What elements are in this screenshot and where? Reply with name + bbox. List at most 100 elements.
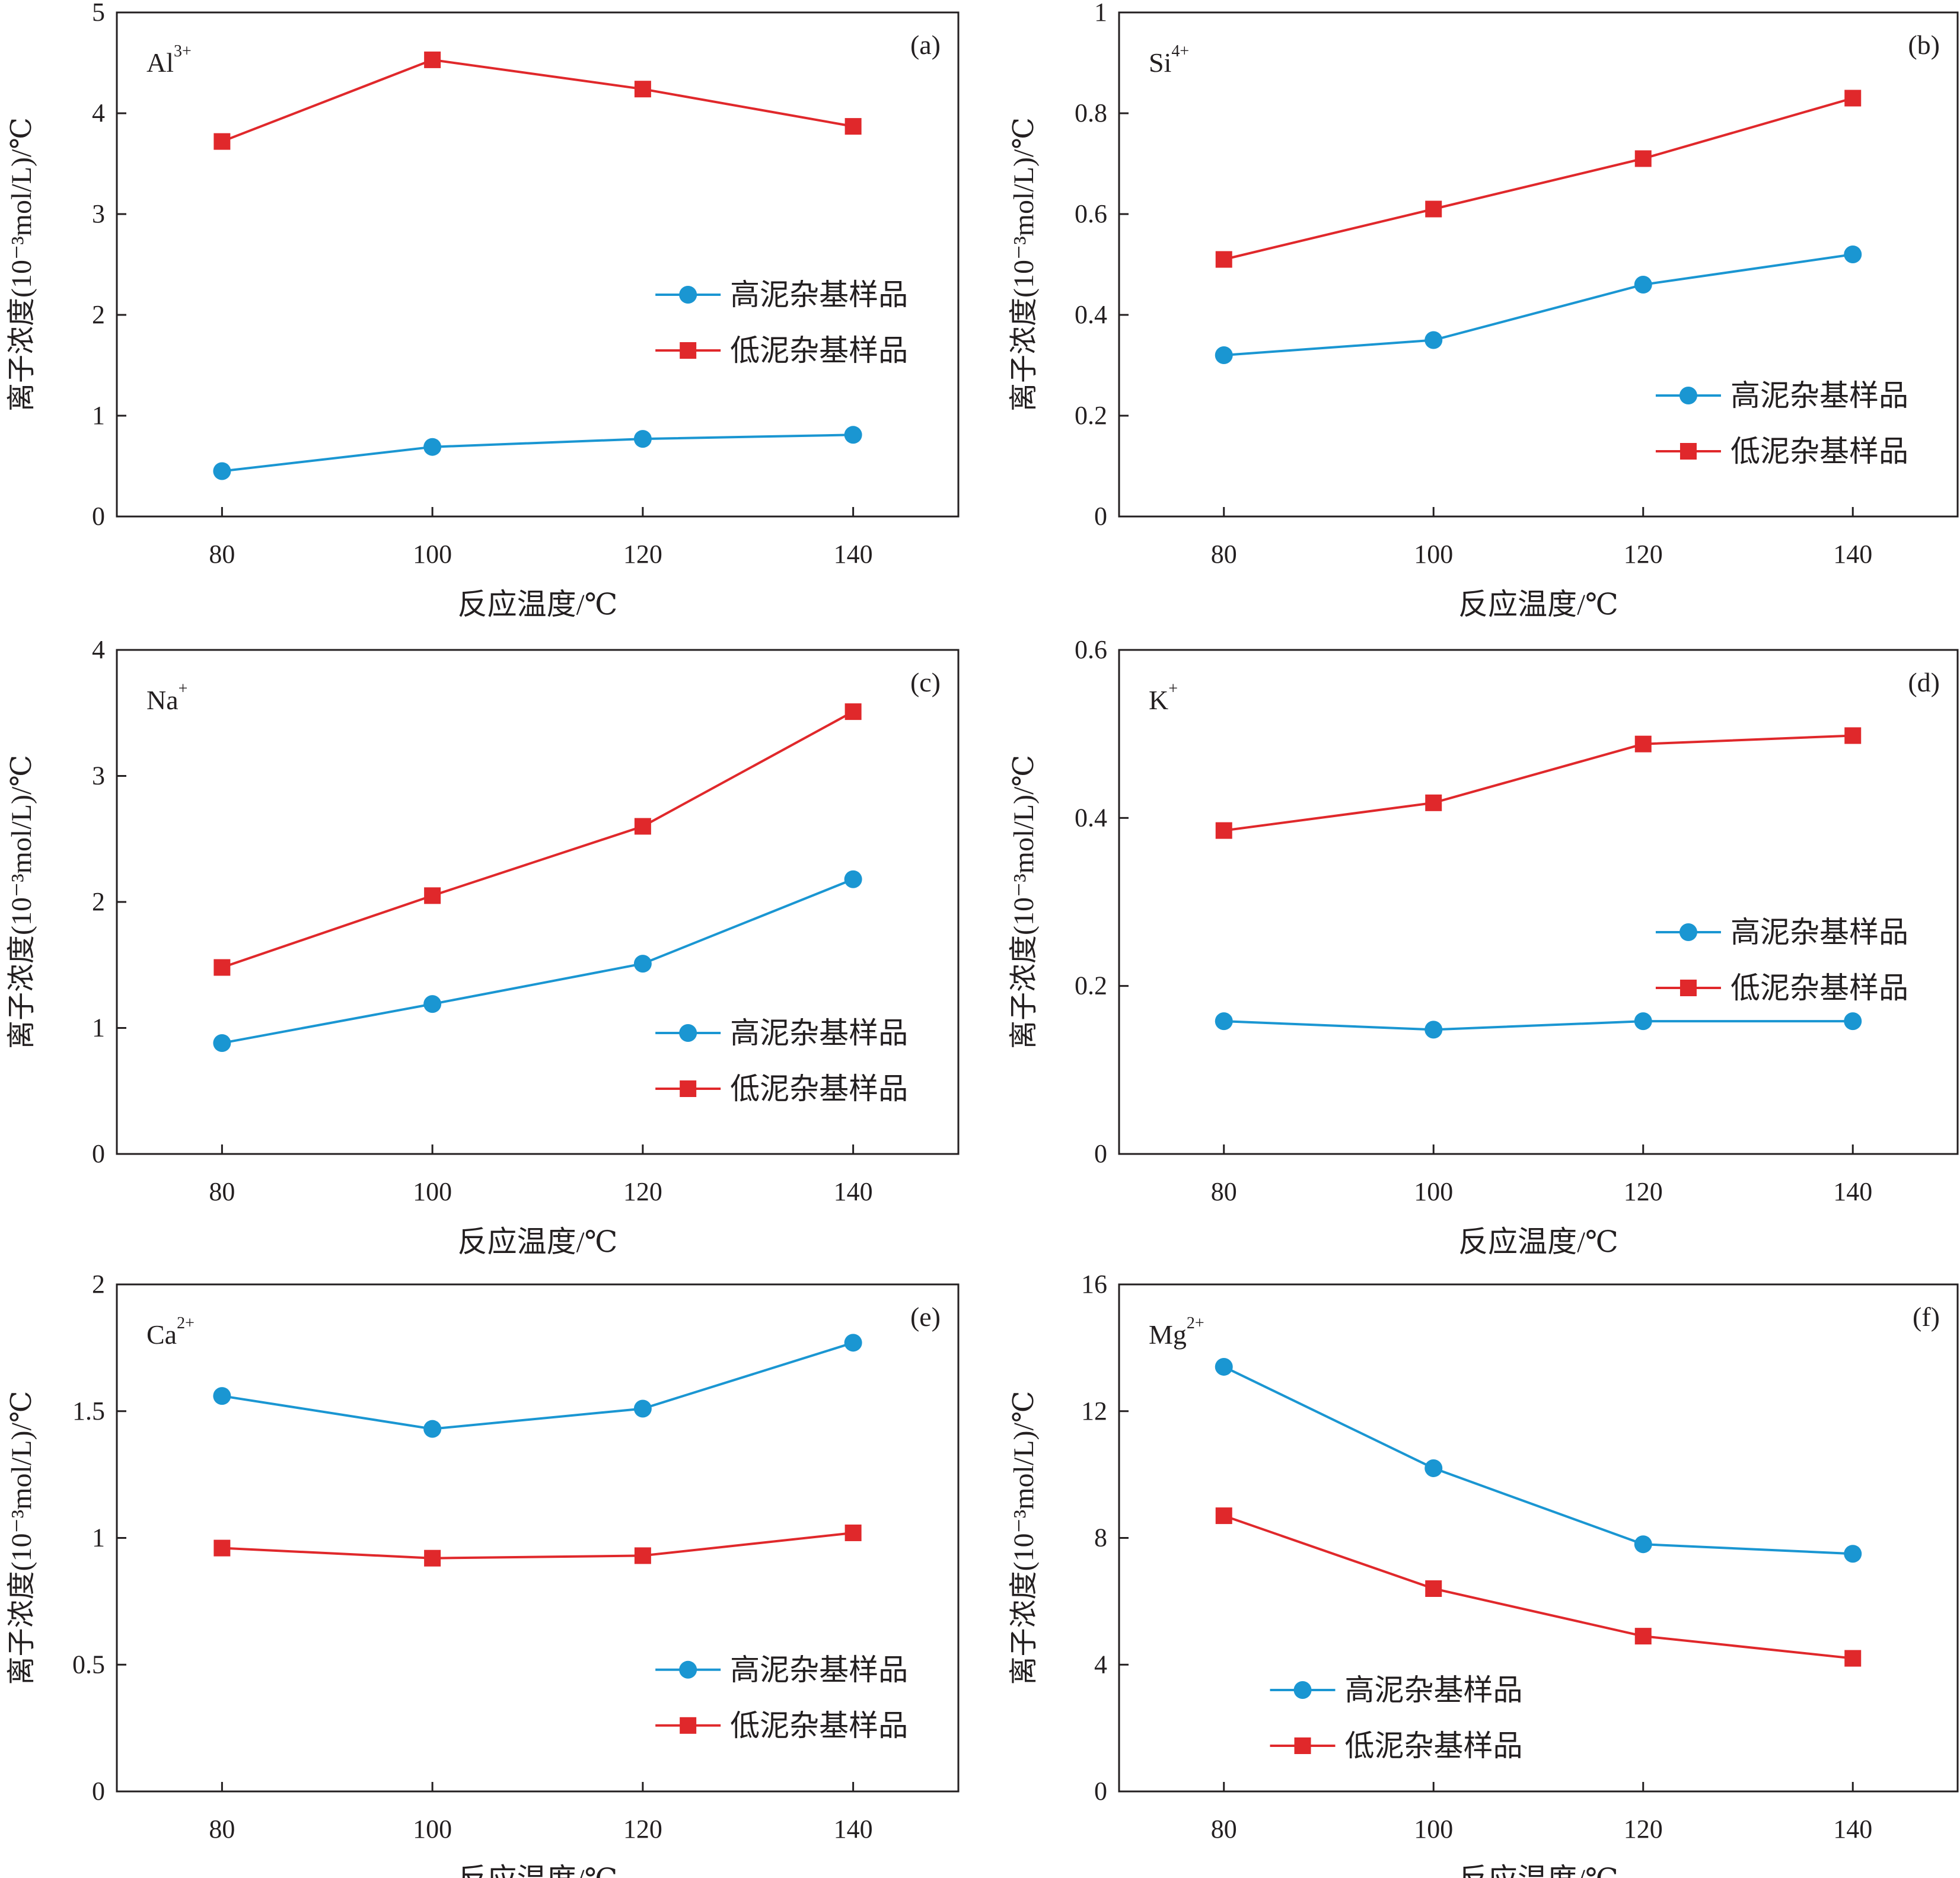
ion-symbol: Mg bbox=[1149, 1319, 1187, 1350]
data-point bbox=[1844, 245, 1862, 263]
y-tick-label: 5 bbox=[92, 0, 105, 27]
y-axis-title: 离子浓度(10⁻³mol/L)/℃ bbox=[6, 755, 37, 1049]
data-point bbox=[424, 1549, 441, 1567]
data-point bbox=[1424, 1459, 1443, 1477]
legend-marker bbox=[1679, 980, 1697, 996]
x-axis-title: 反应温度/℃ bbox=[1458, 1225, 1618, 1258]
data-point bbox=[1634, 735, 1652, 753]
panel-label: (d) bbox=[1908, 667, 1940, 697]
panel-label: (b) bbox=[1908, 30, 1940, 60]
ion-label: Na+ bbox=[146, 680, 187, 715]
data-point bbox=[633, 1399, 652, 1418]
y-tick-label: 0 bbox=[92, 502, 105, 531]
legend-label: 高泥杂基样品 bbox=[1730, 379, 1908, 412]
ion-label: Mg2+ bbox=[1149, 1314, 1204, 1350]
y-tick-label: 4 bbox=[92, 98, 105, 127]
panel-label: (e) bbox=[910, 1302, 941, 1332]
data-point bbox=[844, 118, 862, 135]
chart-panel-4: 0 0.2 0.4 0.6 80 100 120 140 反应温度/℃ 离子浓度(10⁻³mol/… bbox=[1008, 635, 1959, 1258]
legend-marker bbox=[680, 1717, 697, 1734]
data-point bbox=[423, 1420, 442, 1438]
data-point bbox=[424, 887, 441, 904]
series-line-low bbox=[221, 58, 853, 143]
chart-panel-6: 0 4 8 12 16 80 100 120 140 反应温度/℃ 离子浓度(10⁻³mol/L)/… bbox=[1008, 1270, 1959, 1878]
chart-panel-1: 0 1 2 3 4 5 80 100 120 140 反应温度/℃ 离子浓度(10⁻³mol/L)/℃… bbox=[6, 0, 960, 621]
x-tick-label: 120 bbox=[623, 1177, 662, 1206]
data-point bbox=[1215, 346, 1233, 364]
data-point bbox=[1844, 1545, 1862, 1563]
x-axis-title: 反应温度/℃ bbox=[458, 588, 618, 621]
x-tick-label: 120 bbox=[1624, 1815, 1663, 1844]
plot-frame bbox=[116, 11, 960, 518]
data-point bbox=[1634, 1535, 1652, 1554]
y-tick-label: 0.2 bbox=[1075, 971, 1107, 1000]
data-point bbox=[1634, 1628, 1652, 1645]
data-point bbox=[423, 995, 442, 1013]
legend-marker bbox=[680, 1080, 697, 1097]
x-tick-label: 140 bbox=[1833, 1815, 1872, 1844]
data-point bbox=[1634, 150, 1652, 167]
chart-panel-5: 0 0.5 1 1.5 2 80 100 120 140 反应温度/℃ 离子浓度(10⁻³mol/L… bbox=[6, 1270, 960, 1878]
ion-label: Si4+ bbox=[1149, 42, 1189, 78]
data-point bbox=[634, 818, 651, 835]
y-tick-label: 0.2 bbox=[1075, 401, 1107, 430]
data-point bbox=[633, 430, 652, 448]
data-point bbox=[1844, 90, 1862, 107]
x-tick-label: 140 bbox=[834, 1815, 873, 1844]
ion-charge: + bbox=[1168, 680, 1178, 698]
x-tick-label: 80 bbox=[209, 1815, 235, 1844]
y-axis-title: 离子浓度(10⁻³mol/L)/℃ bbox=[1008, 755, 1040, 1049]
ion-charge: 3+ bbox=[174, 42, 192, 60]
data-point bbox=[213, 1539, 231, 1557]
series-line-low bbox=[222, 1531, 853, 1560]
y-tick-label: 3 bbox=[92, 761, 105, 790]
data-point bbox=[1425, 794, 1442, 811]
data-point bbox=[213, 1387, 231, 1405]
y-tick-label: 1.5 bbox=[72, 1396, 105, 1426]
panel-label: (c) bbox=[910, 667, 941, 697]
series-line-high bbox=[222, 878, 854, 1044]
ion-symbol: Na bbox=[146, 685, 179, 715]
y-tick-label: 12 bbox=[1081, 1396, 1107, 1426]
y-tick-label: 0.4 bbox=[1075, 300, 1107, 329]
y-tick-label: 0 bbox=[92, 1777, 105, 1806]
y-tick-label: 1 bbox=[92, 1523, 105, 1552]
legend-marker bbox=[1679, 387, 1697, 404]
ion-symbol: Al bbox=[146, 47, 174, 78]
legend-label: 高泥杂基样品 bbox=[730, 278, 908, 311]
y-tick-label: 8 bbox=[1094, 1523, 1107, 1552]
ion-symbol: K bbox=[1149, 685, 1168, 715]
ion-label: Ca2+ bbox=[146, 1314, 195, 1350]
data-point bbox=[1844, 1650, 1862, 1667]
x-tick-label: 140 bbox=[834, 1177, 873, 1206]
legend-label: 低泥杂基样品 bbox=[730, 1072, 908, 1105]
data-point bbox=[844, 1524, 862, 1541]
x-tick-label: 140 bbox=[1833, 540, 1872, 569]
y-tick-label: 4 bbox=[92, 635, 105, 664]
legend-marker bbox=[679, 286, 697, 304]
series-line-low bbox=[1223, 97, 1853, 261]
legend-label: 高泥杂基样品 bbox=[1345, 1673, 1523, 1707]
series-line-high bbox=[1223, 1020, 1853, 1031]
x-tick-label: 100 bbox=[413, 540, 452, 569]
ion-symbol: Ca bbox=[146, 1319, 177, 1350]
y-tick-label: 0.5 bbox=[72, 1650, 105, 1679]
data-point bbox=[213, 1034, 231, 1052]
panel-label: (f) bbox=[1913, 1302, 1940, 1332]
y-tick-label: 2 bbox=[92, 1270, 105, 1299]
plot-frame bbox=[1118, 649, 1959, 1155]
legend-label: 低泥杂基样品 bbox=[1730, 435, 1908, 468]
y-tick-label: 0 bbox=[1094, 1139, 1107, 1168]
series-line-high bbox=[222, 433, 853, 473]
ion-charge: 2+ bbox=[1187, 1314, 1204, 1332]
legend-label: 高泥杂基样品 bbox=[1730, 916, 1908, 949]
data-point bbox=[1215, 1357, 1233, 1376]
x-tick-label: 80 bbox=[1211, 1815, 1237, 1844]
y-tick-label: 0.6 bbox=[1075, 199, 1107, 228]
